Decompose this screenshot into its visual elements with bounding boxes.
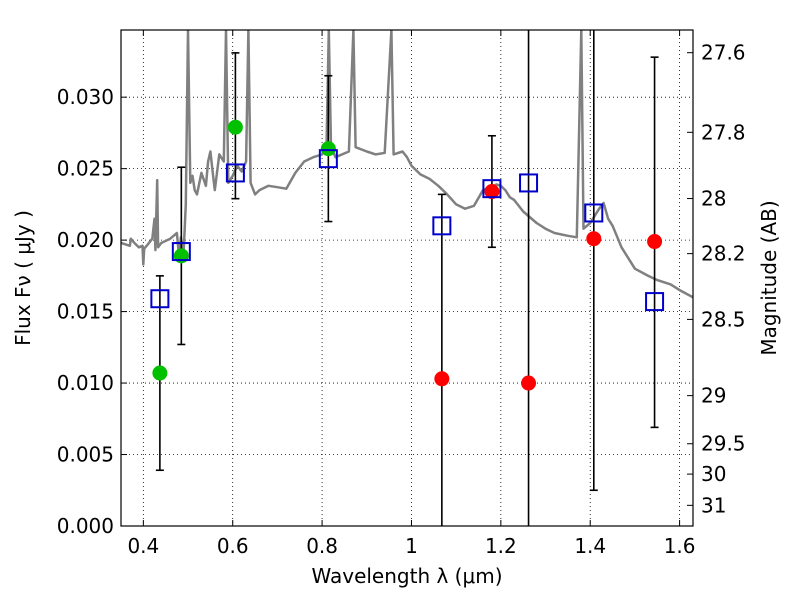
- data-point: [173, 248, 189, 264]
- data-point: [586, 231, 602, 247]
- model-point: [482, 179, 502, 199]
- data-point: [320, 141, 336, 157]
- y2-tick-label: 31: [701, 493, 726, 517]
- x-axis-label: Wavelength λ (μm): [311, 564, 502, 588]
- x-tick-label: 0.4: [127, 534, 159, 558]
- y-tick-label: 0.000: [57, 514, 114, 538]
- plot-frame: [120, 29, 694, 527]
- sed-line: [121, 30, 693, 299]
- y-tick-label: 0.015: [57, 300, 114, 324]
- plot-background: [121, 30, 693, 526]
- data-point: [647, 234, 663, 250]
- model-point: [225, 163, 245, 183]
- tick-labels: 0.4 0.6 0.8 1 1.2 1.4 1.6 0.000 0.005 0.010 0.015 0…: [57, 41, 746, 558]
- y-tick-label: 0.020: [57, 228, 114, 252]
- x-tick-label: 1.2: [485, 534, 517, 558]
- data-layer: [121, 30, 693, 526]
- data-point: [227, 119, 243, 135]
- y2-tick-label: 28.2: [701, 242, 746, 266]
- x-tick-label: 0.8: [306, 534, 338, 558]
- ticks: [121, 30, 693, 527]
- x-tick-label: 0.6: [217, 534, 249, 558]
- model-point: [150, 289, 170, 309]
- y-tick-label: 0.005: [57, 443, 114, 467]
- data-point: [434, 371, 450, 387]
- y2-tick-label: 29: [701, 384, 726, 408]
- x-tick-label: 1.4: [574, 534, 606, 558]
- data-point: [484, 184, 500, 200]
- y2-tick-label: 28.5: [701, 307, 746, 331]
- x-tick-label: 1.6: [664, 534, 696, 558]
- model-point: [318, 149, 338, 169]
- model-point: [432, 216, 452, 236]
- y2-axis-label: Magnitude (AB): [757, 200, 781, 355]
- y-tick-label: 0.010: [57, 371, 114, 395]
- model-point: [171, 242, 191, 262]
- y2-tick-label: 30: [701, 462, 726, 486]
- model-point: [645, 292, 665, 312]
- y-axis-label: Flux Fν ( μJy ): [11, 210, 35, 346]
- y2-tick-label: 27.6: [701, 41, 746, 65]
- data-point: [521, 375, 537, 391]
- y-tick-label: 0.030: [57, 85, 114, 109]
- y2-tick-label: 29.5: [701, 432, 746, 456]
- x-tick-label: 1: [405, 534, 418, 558]
- y2-tick-label: 27.8: [701, 120, 746, 144]
- model-point: [584, 203, 604, 223]
- y2-tick-label: 28: [701, 187, 726, 211]
- model-point: [519, 173, 539, 193]
- data-point: [152, 365, 168, 381]
- y-tick-label: 0.025: [57, 157, 114, 181]
